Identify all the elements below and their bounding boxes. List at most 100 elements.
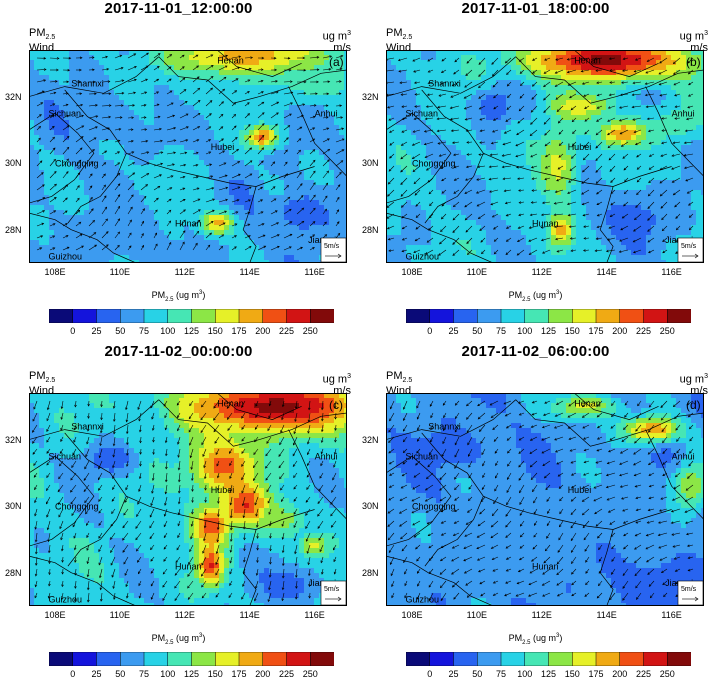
x-axis-ticks: 108E 110E 112E 114E 116E (386, 267, 704, 279)
colorbar-tick-label: 100 (517, 326, 533, 336)
colorbar-tick-label: 0 (427, 326, 433, 336)
colorbar-ticks: 0 25 50 75 100 125 150 175 200 225 250 (406, 326, 691, 338)
x-tick-label: 110E (109, 610, 131, 620)
colorbar-swatch (667, 309, 691, 323)
x-tick-label: 110E (466, 267, 488, 277)
x-tick-label: 110E (466, 610, 488, 620)
cbar-sub: 2.5 (522, 296, 531, 303)
colorbar-tick-label: 75 (495, 326, 507, 336)
y-tick-label: 30N (362, 158, 379, 169)
colorbar-swatch (548, 652, 573, 666)
colorbar-swatch (595, 652, 621, 666)
colorbar-swatch (406, 652, 431, 666)
x-tick-label: 110E (109, 267, 131, 277)
panel-tag: (c) (329, 398, 343, 412)
wind-label: Wind (29, 42, 55, 55)
province-label-hunan: Hunan (175, 218, 202, 228)
province-label-sichuan: Sichuan (406, 452, 439, 462)
colorbar-tick-label: 150 (207, 326, 223, 336)
y-tick-label: 28N (362, 567, 379, 578)
colorbar-tick-label: 200 (255, 669, 271, 679)
colorbar-swatch (120, 309, 145, 323)
x-tick-label: 116E (304, 267, 325, 277)
reference-vector-label: 5m/s (324, 586, 340, 593)
colorbar-ticks: 0 25 50 75 100 125 150 175 200 225 250 (406, 669, 691, 681)
cbar-sup: 3 (199, 633, 203, 639)
colorbar-swatch (286, 652, 311, 666)
reference-vector-head (337, 253, 342, 259)
map-frame (386, 50, 704, 263)
x-tick-label: 112E (531, 267, 552, 277)
pm25-map: Shannxi Henan Sichuan Anhui Hubei Chongqing Hu… (385, 392, 707, 609)
y-tick-label: 32N (5, 434, 22, 445)
panel-tag: (a) (329, 55, 344, 69)
panel-title: 2017-11-01_18:00:00 (461, 0, 610, 17)
x-axis-ticks: 108E 110E 112E 114E 116E (29, 267, 347, 279)
colorbar-tick-label: 75 (138, 669, 150, 679)
y-tick-label: 32N (362, 434, 379, 445)
colorbar-tick-label: 25 (91, 326, 102, 336)
province-label-hubei: Hubei (568, 485, 592, 495)
colorbar-tick-label: 225 (635, 669, 652, 679)
cbar-main: PM (508, 633, 523, 643)
colorbar-tick-label: 175 (231, 669, 247, 679)
x-tick-label: 112E (174, 610, 195, 620)
colorbar-swatch (120, 652, 145, 666)
pm25-map: Shannxi Henan Sichuan Anhui Hubei Chongqing Hu… (28, 392, 350, 609)
colorbar-tick-label: 50 (472, 326, 483, 336)
colorbar-swatch (524, 309, 550, 323)
x-tick-label: 116E (661, 610, 682, 620)
province-label-chongqing: Chongqing (412, 159, 456, 169)
colorbar-swatch (619, 652, 645, 666)
unit-wind: m/s (690, 384, 708, 397)
province-label-guizhou: Guizhou (406, 252, 440, 262)
x-tick-label: 114E (596, 267, 617, 277)
province-label-sichuan: Sichuan (49, 109, 82, 119)
reference-vector-box (320, 580, 347, 606)
colorbar-tick-label: 225 (278, 326, 295, 336)
pm25-wind-label: PM2.5 Wind (386, 371, 412, 397)
panel-title: 2017-11-02_06:00:00 (461, 343, 610, 360)
unit-top: ug m (322, 373, 348, 386)
province-label-guizhou: Guizhou (49, 595, 83, 605)
cbar-main: PM (508, 290, 523, 300)
pm-label-sub: 2.5 (402, 377, 413, 385)
colorbar-tick-label: 200 (255, 326, 271, 336)
pm25-wind-label: PM2.5 Wind (29, 371, 55, 397)
map-frame (29, 50, 347, 263)
colorbar-tick-label: 100 (517, 669, 533, 679)
wind-vectors (384, 57, 694, 256)
province-label-hubei: Hubei (211, 485, 235, 495)
colorbar-swatch (72, 309, 98, 323)
y-tick-label: 28N (362, 224, 379, 235)
x-tick-label: 112E (174, 267, 195, 277)
reference-vector-label: 5m/s (681, 586, 697, 593)
colorbar-tick-label: 200 (612, 669, 628, 679)
wind-vectors (32, 400, 337, 603)
colorbar-swatch (310, 652, 334, 666)
province-label-henan: Henan (217, 398, 244, 408)
y-tick-label: 30N (5, 501, 22, 512)
colorbar-tick-label: 200 (612, 326, 628, 336)
colorbar-swatch (619, 309, 645, 323)
province-boundaries (385, 49, 705, 264)
province-boundaries (28, 49, 348, 264)
colorbar-tick-label: 250 (302, 669, 318, 679)
province-label-hunan: Hunan (532, 561, 559, 571)
unit-wind: m/s (333, 384, 351, 397)
reference-vector-box (677, 237, 704, 263)
colorbar-tick-label: 25 (448, 326, 459, 336)
colorbar-tick-label: 250 (659, 669, 675, 679)
wind-label: Wind (386, 42, 412, 55)
colorbar-tick-label: 0 (427, 669, 433, 679)
unit-top-sup: 3 (704, 30, 708, 37)
pm-label-sub: 2.5 (402, 34, 413, 42)
colorbar-swatch (191, 309, 216, 323)
cbar-close: ) (202, 633, 206, 643)
colorbar-ticks: 0 25 50 75 100 125 150 175 200 225 250 (49, 669, 334, 681)
colorbar-tick-label: 50 (472, 669, 483, 679)
y-tick-label: 30N (362, 501, 379, 512)
unit-wind: m/s (333, 41, 351, 54)
colorbar-tick-label: 225 (635, 326, 652, 336)
pm25-field (386, 393, 707, 609)
